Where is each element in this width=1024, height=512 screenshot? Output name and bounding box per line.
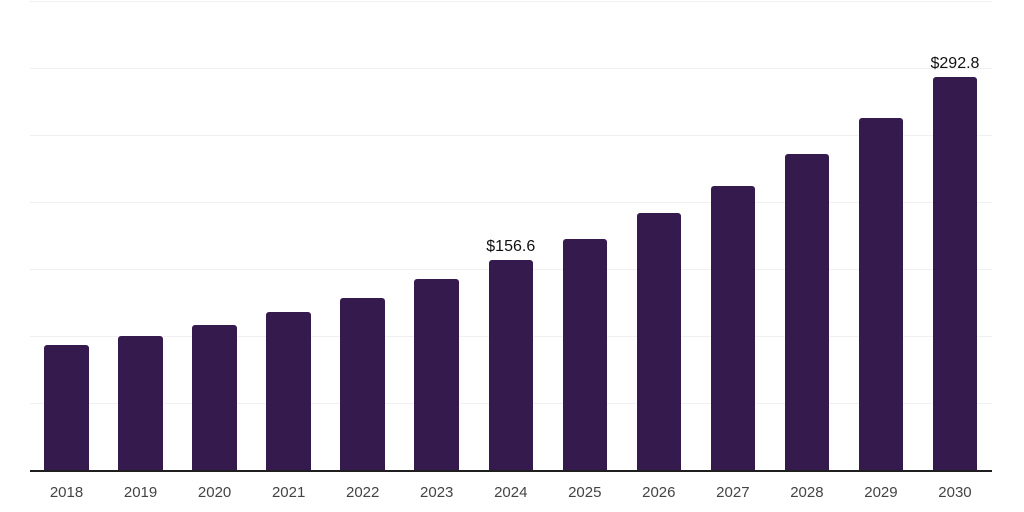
- bar-2025: [562, 238, 608, 470]
- bar-2030: [932, 77, 978, 470]
- x-tick-label-2030: 2030: [938, 484, 972, 501]
- x-tick-label-2027: 2027: [716, 484, 750, 501]
- bar-2027: [710, 185, 756, 470]
- bar-2026: [636, 212, 682, 470]
- x-tick-label-2019: 2019: [123, 484, 158, 501]
- gridline-y-250: [29, 134, 992, 136]
- data-label-2030: $292.8: [930, 55, 980, 73]
- x-tick-label-2024: 2024: [494, 484, 528, 501]
- x-tick-label-2028: 2028: [790, 484, 824, 501]
- bar-2018: [44, 344, 89, 470]
- bar-2020: [192, 325, 237, 470]
- x-axis-line: [29, 470, 992, 472]
- bar-2019: [118, 335, 163, 470]
- bar-2024: [488, 260, 533, 470]
- gridline-y-300: [29, 67, 992, 69]
- x-tick-label-2025: 2025: [568, 484, 602, 501]
- data-label-2024: $156.6: [486, 238, 536, 256]
- x-tick-label-2022: 2022: [345, 484, 380, 501]
- bar-2028: [784, 154, 830, 470]
- x-tick-label-2023: 2023: [420, 484, 454, 501]
- x-tick-label-2020: 2020: [197, 484, 232, 501]
- x-tick-label-2029: 2029: [864, 484, 898, 501]
- gridline-y-200: [29, 201, 992, 203]
- gridline-y-350: [29, 0, 992, 2]
- bar-2021: [266, 311, 311, 470]
- bar-2022: [340, 297, 385, 470]
- x-tick-label-2018: 2018: [49, 484, 84, 501]
- x-tick-label-2021: 2021: [271, 484, 306, 501]
- bar-2023: [414, 278, 459, 470]
- bar-2029: [858, 118, 904, 470]
- x-tick-label-2026: 2026: [642, 484, 676, 501]
